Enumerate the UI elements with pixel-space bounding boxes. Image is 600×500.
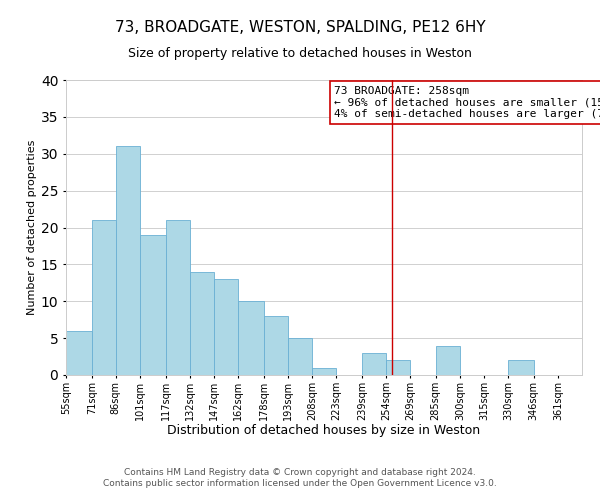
Bar: [140, 235, 166, 375]
Bar: [362, 353, 386, 375]
Bar: [166, 220, 190, 375]
Bar: [92, 220, 116, 375]
Bar: [238, 301, 264, 375]
Y-axis label: Number of detached properties: Number of detached properties: [26, 140, 37, 315]
Bar: [386, 360, 410, 375]
Bar: [190, 272, 214, 375]
Bar: [264, 316, 288, 375]
Text: 73, BROADGATE, WESTON, SPALDING, PE12 6HY: 73, BROADGATE, WESTON, SPALDING, PE12 6H…: [115, 20, 485, 35]
Bar: [116, 146, 140, 375]
Bar: [436, 346, 460, 375]
Bar: [214, 279, 238, 375]
Bar: [66, 331, 92, 375]
Bar: [508, 360, 534, 375]
Text: 73 BROADGATE: 258sqm
← 96% of detached houses are smaller (152)
4% of semi-detac: 73 BROADGATE: 258sqm ← 96% of detached h…: [334, 86, 600, 119]
X-axis label: Distribution of detached houses by size in Weston: Distribution of detached houses by size …: [167, 424, 481, 437]
Bar: [288, 338, 312, 375]
Text: Size of property relative to detached houses in Weston: Size of property relative to detached ho…: [128, 48, 472, 60]
Text: Contains HM Land Registry data © Crown copyright and database right 2024.
Contai: Contains HM Land Registry data © Crown c…: [103, 468, 497, 487]
Bar: [312, 368, 336, 375]
